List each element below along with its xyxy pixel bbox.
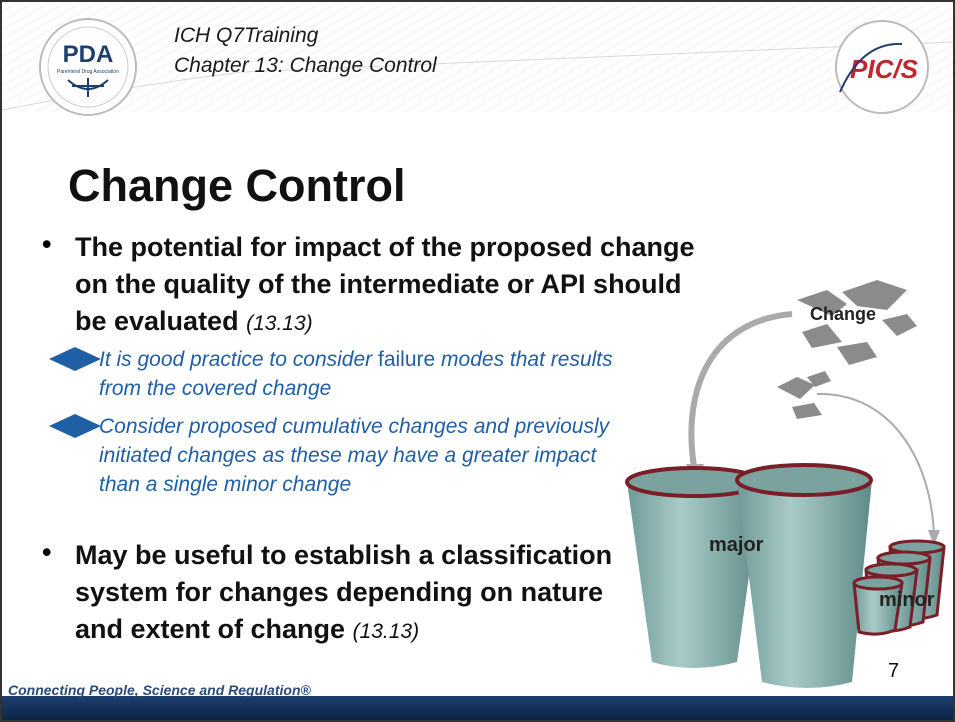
label-change: Change — [810, 304, 876, 324]
slide: PDA Parenteral Drug Association PIC/S IC… — [0, 0, 955, 722]
footer-band — [2, 696, 953, 720]
page: PDA Parenteral Drug Association PIC/S IC… — [0, 0, 955, 722]
page-number: 7 — [888, 660, 899, 683]
footer-tagline: Connecting People, Science and Regulatio… — [8, 682, 311, 698]
label-minor: minor — [879, 589, 935, 611]
label-major: major — [709, 534, 764, 556]
diagram: Change major minor — [2, 2, 953, 720]
